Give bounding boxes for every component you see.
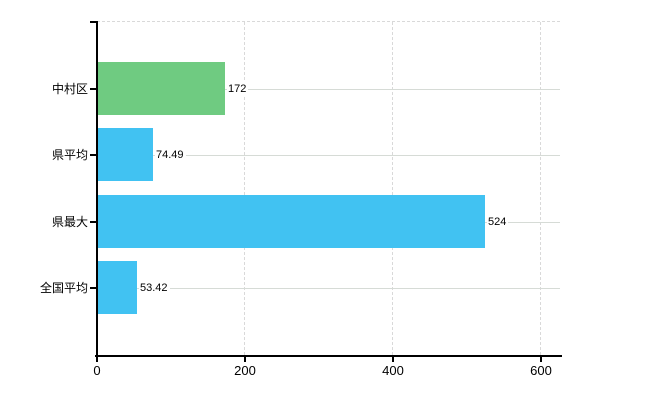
plot-top-border [97,21,560,22]
y-axis-tick [90,154,96,156]
bar-value-label: 53.42 [139,281,170,295]
x-gridline-200 [244,22,245,355]
x-tick-label-0: 0 [93,363,101,378]
y-gridline-4 [98,288,560,289]
bar-県平均[interactable] [98,128,153,181]
category-label-全国平均: 全国平均 [39,281,88,295]
bar-value-label: 524 [487,215,509,229]
y-axis-line [96,21,98,355]
x-tick-label-200: 200 [234,363,256,378]
category-label-県最大: 県最大 [51,215,88,229]
x-axis-line [95,355,562,357]
bar-県最大[interactable] [98,195,485,248]
x-axis-tick [392,357,394,362]
y-gridline-1 [98,89,560,90]
bar-value-label: 172 [227,82,249,96]
y-axis-tick [90,221,96,223]
x-tick-label-400: 400 [382,363,404,378]
y-axis-tick [90,88,96,90]
category-label-中村区: 中村区 [51,82,88,96]
x-axis-tick [96,357,98,362]
bar-value-label: 74.49 [155,148,186,162]
y-axis-tick-top [90,21,96,23]
category-label-県平均: 県平均 [51,148,88,162]
y-gridline-2 [98,155,560,156]
x-tick-label-600: 600 [530,363,552,378]
x-axis-tick [540,357,542,362]
x-gridline-600 [540,22,541,355]
bar-全国平均[interactable] [98,261,137,314]
bar-中村区[interactable] [98,62,225,115]
y-axis-tick [90,287,96,289]
x-axis-tick [244,357,246,362]
x-gridline-400 [392,22,393,355]
